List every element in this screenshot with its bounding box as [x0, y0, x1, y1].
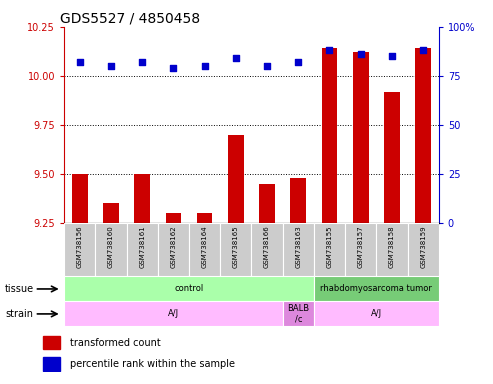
- Text: GSM738161: GSM738161: [139, 225, 145, 268]
- Text: tissue: tissue: [5, 284, 34, 294]
- Text: GSM738164: GSM738164: [202, 225, 208, 268]
- Point: [325, 47, 333, 53]
- Point: [357, 51, 365, 57]
- Bar: [127, 223, 158, 276]
- Bar: [72, 174, 88, 223]
- Bar: [384, 91, 400, 223]
- Text: rhabdomyosarcoma tumor: rhabdomyosarcoma tumor: [320, 285, 432, 293]
- Bar: [220, 223, 251, 276]
- Bar: [189, 223, 220, 276]
- Bar: [415, 48, 431, 223]
- Text: A/J: A/J: [168, 310, 179, 318]
- Point: [138, 59, 146, 65]
- Bar: [134, 174, 150, 223]
- Bar: [43, 357, 60, 371]
- Text: GSM738166: GSM738166: [264, 225, 270, 268]
- Point: [388, 53, 396, 60]
- Text: GSM738155: GSM738155: [326, 225, 332, 268]
- Text: GSM738163: GSM738163: [295, 225, 301, 268]
- Bar: [64, 223, 95, 276]
- Text: GSM738157: GSM738157: [358, 225, 364, 268]
- Text: GSM738159: GSM738159: [420, 225, 426, 268]
- Bar: [64, 276, 314, 301]
- Text: GSM738162: GSM738162: [171, 225, 176, 268]
- Text: BALB
/c: BALB /c: [287, 304, 309, 324]
- Bar: [95, 223, 127, 276]
- Bar: [228, 135, 244, 223]
- Bar: [290, 178, 306, 223]
- Text: A/J: A/J: [371, 310, 382, 318]
- Bar: [376, 223, 408, 276]
- Bar: [158, 223, 189, 276]
- Bar: [314, 223, 345, 276]
- Bar: [197, 213, 212, 223]
- Point: [107, 63, 115, 69]
- Bar: [353, 52, 368, 223]
- Bar: [321, 48, 337, 223]
- Text: GSM738165: GSM738165: [233, 225, 239, 268]
- Point: [201, 63, 209, 69]
- Point: [170, 65, 177, 71]
- Bar: [166, 213, 181, 223]
- Point: [76, 59, 84, 65]
- Text: GSM738156: GSM738156: [77, 225, 83, 268]
- Bar: [314, 276, 439, 301]
- Point: [232, 55, 240, 61]
- Text: percentile rank within the sample: percentile rank within the sample: [70, 359, 236, 369]
- Bar: [43, 336, 60, 349]
- Point: [294, 59, 302, 65]
- Bar: [314, 301, 439, 326]
- Bar: [282, 301, 314, 326]
- Bar: [408, 223, 439, 276]
- Bar: [259, 184, 275, 223]
- Bar: [345, 223, 376, 276]
- Text: GSM738160: GSM738160: [108, 225, 114, 268]
- Bar: [103, 203, 119, 223]
- Point: [419, 47, 427, 53]
- Bar: [251, 223, 282, 276]
- Text: GSM738158: GSM738158: [389, 225, 395, 268]
- Bar: [282, 223, 314, 276]
- Bar: [64, 301, 282, 326]
- Text: GDS5527 / 4850458: GDS5527 / 4850458: [60, 12, 201, 26]
- Text: control: control: [175, 285, 204, 293]
- Point: [263, 63, 271, 69]
- Text: strain: strain: [5, 309, 33, 319]
- Text: transformed count: transformed count: [70, 338, 161, 348]
